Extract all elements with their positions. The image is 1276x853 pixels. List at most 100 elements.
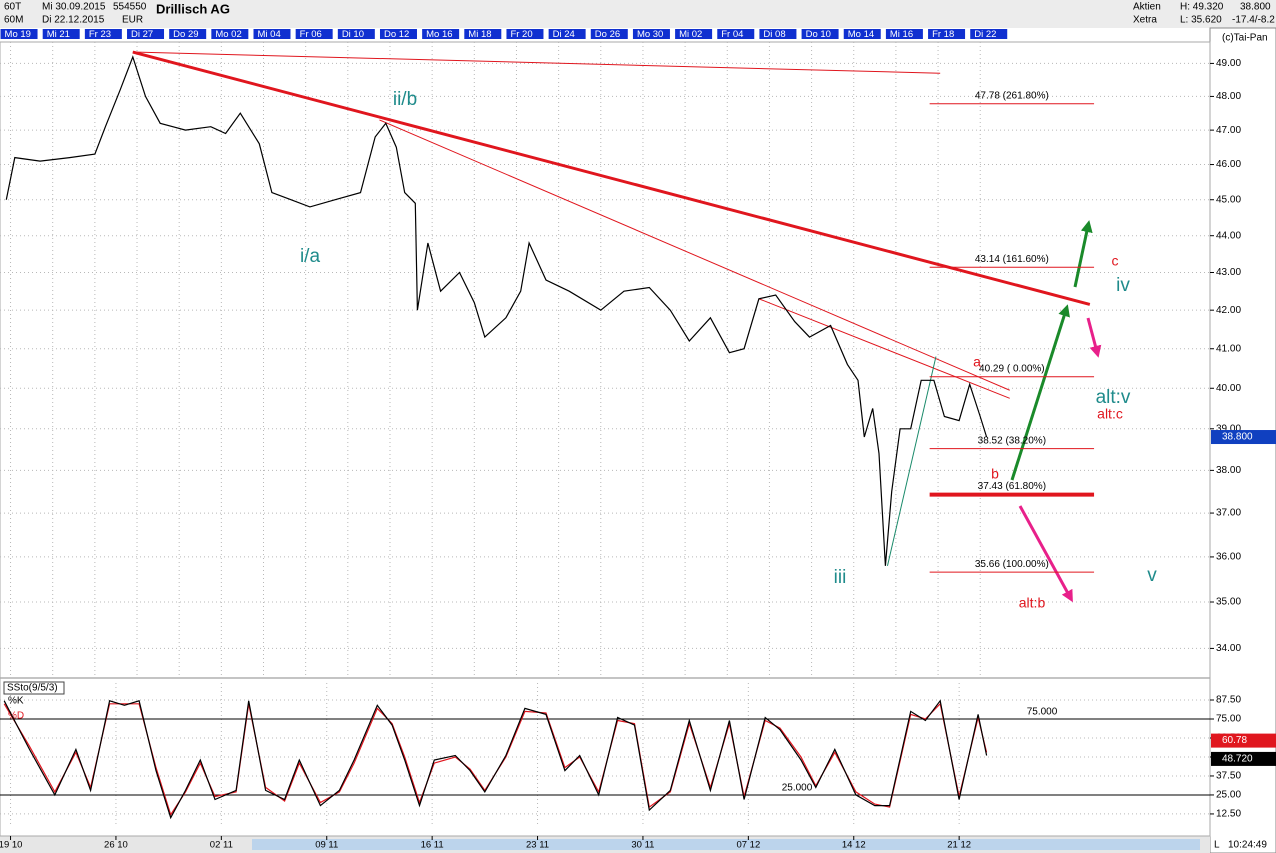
wave-label: alt:v	[1096, 387, 1131, 408]
fib-label: 47.78 (261.80%)	[975, 90, 1049, 101]
last-value-label: 60.78	[1222, 735, 1247, 746]
panel	[0, 683, 1210, 827]
last-value-box	[1211, 733, 1276, 748]
fib-label: 40.29 ( 0.00%)	[979, 363, 1045, 374]
currency: EUR	[122, 15, 143, 26]
legend-entry: %K	[8, 696, 24, 707]
day-box	[169, 29, 207, 39]
day-box	[675, 29, 713, 39]
y-tick-label: 37.50	[1216, 771, 1241, 782]
y-tick-label: 36.00	[1216, 552, 1241, 563]
day-box	[632, 29, 670, 39]
plot-frame	[0, 41, 1211, 837]
x-tick-label: Mi 02	[679, 29, 702, 40]
last-price-box	[1211, 430, 1276, 445]
wave-label: alt:b	[1019, 595, 1046, 611]
wave-label: i/a	[300, 246, 321, 267]
y-tick-label: 44.00	[1216, 230, 1241, 241]
y-tick-label: 37.00	[1216, 508, 1241, 519]
indicator-box[interactable]	[3, 681, 65, 695]
day-box	[590, 29, 628, 39]
fib-label: 37.43 (61.80%)	[978, 481, 1046, 492]
series-line	[3, 702, 988, 817]
day-box	[127, 29, 165, 39]
last-value-label: 48.720	[1222, 754, 1253, 765]
x-tick-label: Mi 21	[47, 29, 70, 40]
wave-label: iii	[834, 567, 847, 588]
wave-label: b	[991, 466, 999, 482]
trend-line	[379, 119, 1010, 391]
stat: L: 35.620	[1180, 15, 1222, 26]
scrollbar[interactable]	[252, 839, 1200, 850]
day-box	[253, 29, 291, 39]
series-line	[5, 55, 988, 566]
wave-label: c	[1112, 253, 1119, 269]
panel	[0, 42, 1210, 675]
wave-label: v	[1147, 565, 1157, 586]
x-tick-label: Fr 04	[721, 29, 743, 40]
day-box	[801, 29, 839, 39]
trend-line	[758, 298, 1010, 399]
y-tick-label: 43.00	[1216, 267, 1241, 278]
header: 60T 60M Mi 30.09.2015 Di 22.12.2015 5545…	[4, 1, 1275, 850]
x-tick-label: 19 10	[0, 840, 22, 851]
indicator-title: SSto(9/5/3)	[7, 683, 58, 694]
mode: L	[1214, 840, 1220, 851]
arrow	[1018, 505, 1073, 603]
y-tick-label: 42.00	[1216, 305, 1241, 316]
y-tick-label: 47.00	[1216, 125, 1241, 136]
y-tick-label: 87.50	[1216, 695, 1241, 706]
y-tick-label: 35.00	[1216, 597, 1241, 608]
x-tick-label: Fr 20	[510, 29, 532, 40]
trend-line	[132, 50, 1091, 306]
x-tick-label: Di 08	[763, 29, 785, 40]
security-code: 554550	[113, 2, 147, 13]
stat: H: 49.320	[1180, 2, 1224, 13]
date: Di 22.12.2015	[42, 15, 105, 26]
x-tick-label: Fr 18	[932, 29, 954, 40]
day-box	[0, 29, 38, 39]
trend-line	[886, 356, 937, 566]
x-tick-label: 14 12	[842, 840, 866, 851]
level-label: 75.000	[1027, 707, 1058, 718]
series-line	[3, 699, 988, 820]
y-tick-label: 40.00	[1216, 383, 1241, 394]
x-tick-label: Mo 14	[848, 29, 874, 40]
legend-entry: %D	[8, 711, 24, 722]
market: Aktien	[1133, 2, 1161, 13]
y-tick-label: 41.00	[1216, 343, 1241, 354]
wave-label: a	[973, 354, 981, 370]
last-price-label: 38.800	[1222, 432, 1253, 443]
x-tick-label: 07 12	[736, 840, 760, 851]
x-tick-label: Mi 04	[258, 29, 281, 40]
last-value-box	[1211, 751, 1276, 766]
stat: 38.800	[1240, 2, 1271, 13]
clock: 10:24:49	[1228, 840, 1267, 851]
day-box	[464, 29, 502, 39]
y-tick-label: 25.00	[1216, 790, 1241, 801]
fib-label: 43.14 (161.60%)	[975, 254, 1049, 265]
y-tick-label: 49.00	[1216, 58, 1241, 69]
copyright: (c)Tai-Pan	[1222, 33, 1268, 44]
stat: -17.4/-8.2	[1232, 15, 1275, 26]
y-tick-label: 12.50	[1216, 809, 1241, 820]
day-box	[843, 29, 881, 39]
day-box	[970, 29, 1008, 39]
day-box	[211, 29, 249, 39]
x-tick-label: Mi 16	[890, 29, 913, 40]
x-tick-label: Mo 02	[215, 29, 241, 40]
x-tick-label: 02 11	[210, 840, 233, 851]
day-box	[548, 29, 586, 39]
x-tick-label: 23 11	[526, 840, 549, 851]
wave-label: alt:c	[1097, 406, 1123, 422]
market: Xetra	[1133, 15, 1157, 26]
arrow	[1086, 317, 1102, 358]
trend-line	[132, 51, 941, 74]
wave-labels: ii/b i/a iii a b c iv alt:v alt:c v alt:…	[300, 89, 1157, 611]
day-box	[84, 29, 122, 39]
x-tick-label: Do 12	[384, 29, 409, 40]
x-tick-label: Di 24	[553, 29, 575, 40]
x-tick-label: 21 12	[947, 840, 971, 851]
x-tick-label: Di 27	[131, 29, 153, 40]
